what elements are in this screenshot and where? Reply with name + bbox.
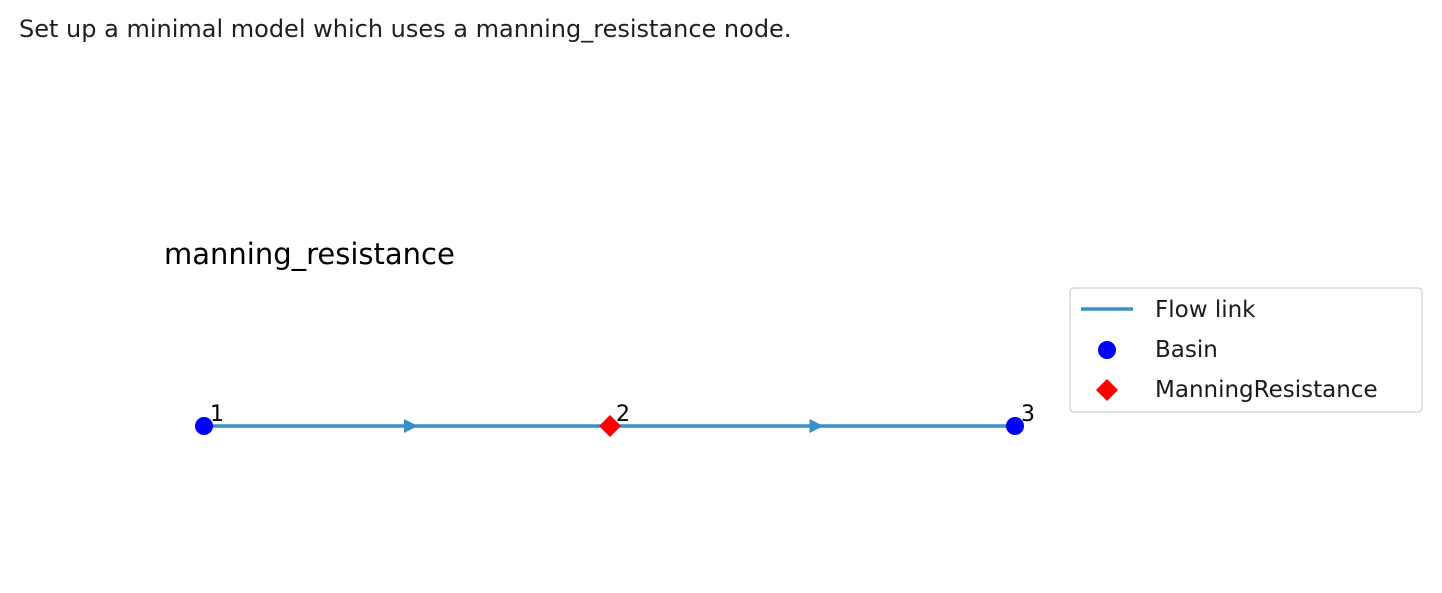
flow-direction-arrow bbox=[404, 419, 418, 433]
figure-title: manning_resistance bbox=[164, 237, 455, 271]
legend: Flow link Basin ManningResistance bbox=[1069, 287, 1423, 413]
legend-items: Flow link Basin ManningResistance bbox=[1081, 297, 1378, 403]
basin-node[interactable] bbox=[195, 417, 213, 435]
legend-circle-marker bbox=[1098, 341, 1116, 359]
flow-direction-arrow bbox=[809, 419, 824, 433]
node-id-label: 3 bbox=[1021, 402, 1035, 427]
legend-label: Flow link bbox=[1155, 297, 1256, 323]
node-labels-layer: 1 2 3 bbox=[210, 402, 1035, 427]
node-id-label: 2 bbox=[616, 402, 630, 427]
description-text: Set up a minimal model which uses a mann… bbox=[19, 15, 792, 43]
legend-label: ManningResistance bbox=[1155, 377, 1378, 403]
node-id-label: 1 bbox=[210, 402, 224, 427]
legend-label: Basin bbox=[1155, 337, 1218, 363]
nodes-layer bbox=[195, 415, 1024, 437]
basin-node[interactable] bbox=[1006, 417, 1024, 435]
legend-diamond-marker bbox=[1096, 379, 1118, 401]
manning-resistance-node[interactable] bbox=[599, 415, 621, 437]
links-layer bbox=[204, 419, 1015, 433]
legend-frame bbox=[1069, 287, 1423, 413]
